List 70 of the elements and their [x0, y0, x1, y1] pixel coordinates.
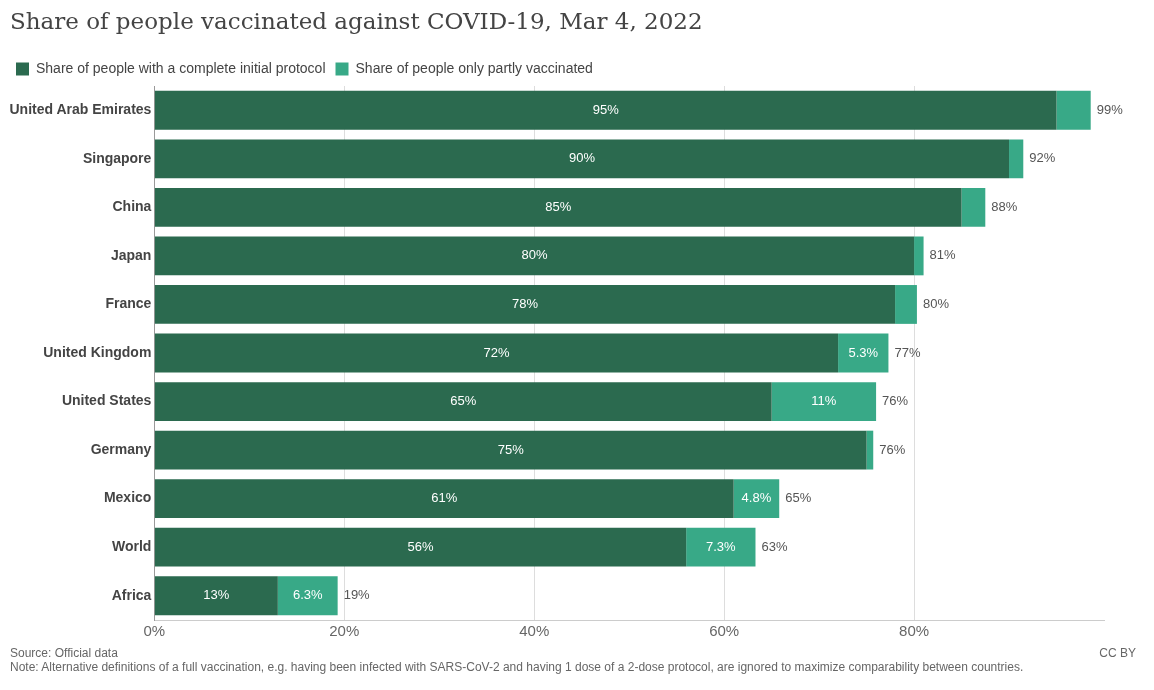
bar [154, 187, 962, 227]
data-label: 11% [811, 393, 837, 409]
y-tick-label: Japan [110, 246, 152, 263]
total-label: 63% [761, 538, 788, 554]
text: Note: Alternative definitions of a full vaccination, e.g. having been infected with SARS-CoV-2 and having 1 dose of a 2-dose protocol, are ignored to maximize comparability between countries. [10, 660, 1025, 674]
total-label: 99% [1096, 101, 1124, 117]
data-label: 85% [545, 198, 572, 214]
data-label: 13% [203, 587, 230, 603]
bar [154, 139, 1010, 179]
legend-label: Share of people only partly vaccinated [355, 59, 593, 76]
text: CC BY [1099, 646, 1136, 660]
bar [154, 90, 1057, 130]
data-label: 5.3% [848, 344, 879, 360]
data-label: 78% [511, 296, 539, 312]
y-tick-label: United States [61, 392, 152, 409]
bar [154, 430, 867, 470]
source-note: Source: Official data [10, 646, 119, 660]
bar [154, 333, 839, 373]
bar [154, 527, 687, 567]
bar [771, 382, 877, 421]
legend-label: Share of people with a complete initial protocol [36, 59, 326, 76]
total-label: 19% [343, 587, 371, 603]
y-tick-label: World [111, 538, 152, 555]
x-tick-label: 0% [143, 622, 166, 640]
data-label: 6.3% [292, 587, 323, 603]
bar [733, 479, 780, 519]
y-tick-label: United Kingdom [43, 343, 152, 360]
bar [277, 576, 338, 616]
total-label: 76% [879, 441, 906, 457]
total-label: 81% [929, 247, 957, 263]
data-label: 65% [450, 393, 477, 409]
data-label: 4.8% [741, 490, 772, 506]
bar [154, 285, 896, 324]
x-tick-label: 80% [899, 622, 930, 640]
x-tick-label: 60% [709, 622, 740, 640]
y-tick-label: Germany [90, 440, 152, 457]
y-tick-label: United Arab Emirates [9, 101, 152, 118]
bar [154, 576, 278, 616]
y-tick-label: Mexico [103, 489, 152, 506]
x-tick-label: 40% [519, 622, 550, 640]
total-label: 80% [922, 296, 950, 312]
y-tick-label: Africa [111, 586, 152, 603]
data-label: 56% [407, 538, 434, 554]
bar [914, 236, 924, 276]
bar [154, 479, 734, 519]
bar [866, 430, 874, 470]
total-label: 65% [785, 490, 812, 506]
bar [895, 285, 917, 324]
bar [686, 527, 756, 567]
y-tick-label: Singapore [82, 149, 152, 166]
y-tick-label: France [105, 295, 152, 312]
bar [154, 236, 915, 276]
data-label: 90% [568, 150, 596, 166]
total-label: 77% [894, 344, 921, 360]
bar [1009, 139, 1024, 179]
x-tick-label: 20% [329, 622, 360, 640]
bar [154, 382, 772, 421]
data-label: 7.3% [706, 538, 737, 554]
data-label: 72% [483, 344, 510, 360]
total-label: 88% [991, 198, 1018, 214]
data-label: 61% [431, 490, 458, 506]
bar [961, 187, 986, 227]
data-label: 95% [592, 101, 620, 117]
total-label: 76% [882, 393, 909, 409]
total-label: 92% [1029, 150, 1056, 166]
chart-title: Share of people vaccinated against COVID-19, Mar 4, 2022 [10, 8, 703, 34]
bar [1056, 90, 1091, 130]
data-label: 80% [521, 247, 548, 263]
y-tick-label: China [112, 198, 152, 215]
data-label: 75% [497, 441, 525, 457]
